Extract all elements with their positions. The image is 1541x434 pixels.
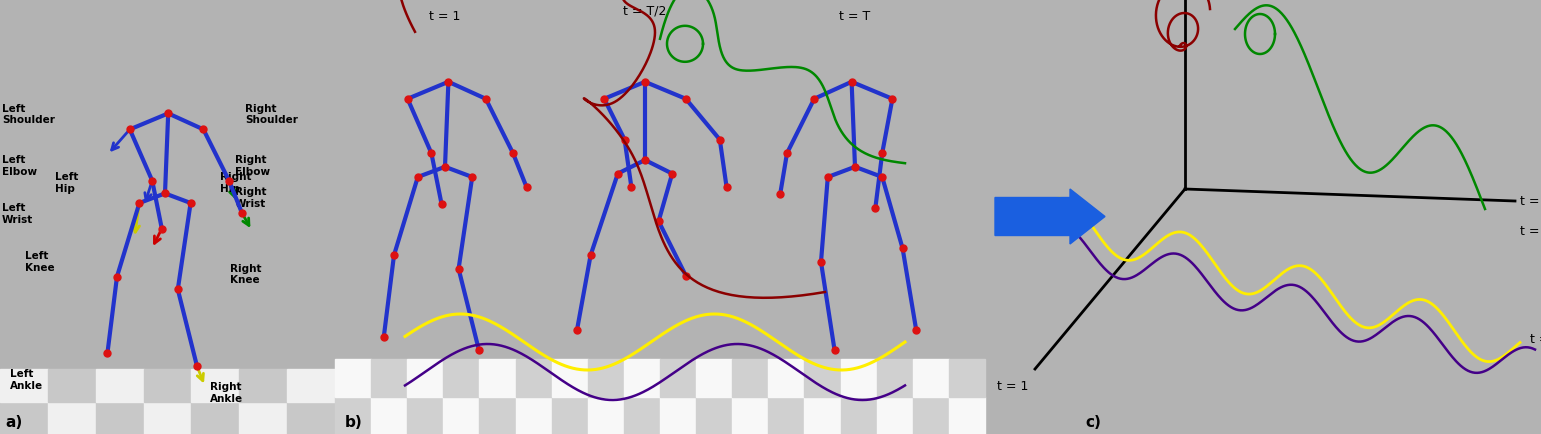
Text: Right
Ankle: Right Ankle bbox=[210, 381, 243, 403]
Text: Right
Elbow: Right Elbow bbox=[234, 155, 270, 176]
Bar bbox=[697, 359, 732, 397]
Text: t = 1: t = 1 bbox=[997, 379, 1029, 392]
Bar bbox=[479, 397, 516, 434]
Text: t = 4T: t = 4T bbox=[1530, 333, 1541, 346]
FancyArrow shape bbox=[995, 190, 1105, 244]
Bar bbox=[444, 397, 479, 434]
Bar bbox=[877, 359, 912, 397]
Bar bbox=[552, 397, 587, 434]
Bar bbox=[444, 359, 479, 397]
Bar bbox=[191, 369, 239, 401]
Text: Left
Wrist: Left Wrist bbox=[2, 203, 34, 224]
Text: Right
Hip: Right Hip bbox=[220, 172, 251, 194]
Bar bbox=[48, 401, 96, 434]
Bar bbox=[877, 397, 912, 434]
Bar bbox=[769, 359, 804, 397]
Bar bbox=[732, 359, 769, 397]
Text: c): c) bbox=[1085, 414, 1100, 429]
Bar bbox=[516, 397, 552, 434]
Bar bbox=[371, 359, 407, 397]
Bar bbox=[143, 401, 191, 434]
Bar bbox=[840, 397, 877, 434]
Bar bbox=[0, 369, 48, 401]
Text: t = T: t = T bbox=[1519, 195, 1541, 208]
Bar bbox=[96, 401, 143, 434]
Bar bbox=[912, 359, 949, 397]
Bar bbox=[96, 369, 143, 401]
Bar bbox=[552, 359, 587, 397]
Text: Left
Knee: Left Knee bbox=[25, 250, 54, 272]
Bar bbox=[48, 369, 96, 401]
Bar bbox=[479, 359, 516, 397]
Text: Right
Shoulder: Right Shoulder bbox=[245, 104, 297, 125]
Bar bbox=[407, 397, 444, 434]
Text: Left
Hip: Left Hip bbox=[55, 172, 79, 194]
Bar bbox=[516, 359, 552, 397]
Text: Right
Knee: Right Knee bbox=[230, 263, 262, 285]
Bar bbox=[334, 359, 371, 397]
Bar bbox=[912, 397, 949, 434]
Text: t = 1: t = 1 bbox=[430, 10, 461, 23]
Bar bbox=[769, 397, 804, 434]
Bar bbox=[239, 369, 287, 401]
Bar bbox=[371, 397, 407, 434]
Bar bbox=[624, 359, 660, 397]
Bar bbox=[587, 359, 624, 397]
Bar bbox=[287, 369, 334, 401]
Text: b): b) bbox=[345, 414, 362, 429]
Text: Left
Elbow: Left Elbow bbox=[2, 155, 37, 176]
Text: t = 2T: t = 2T bbox=[1519, 225, 1541, 238]
Text: t = T: t = T bbox=[840, 10, 871, 23]
Bar bbox=[624, 397, 660, 434]
Bar bbox=[732, 397, 769, 434]
Bar bbox=[239, 401, 287, 434]
Bar bbox=[804, 359, 840, 397]
Text: Left
Ankle: Left Ankle bbox=[9, 368, 43, 390]
Bar bbox=[0, 401, 48, 434]
Text: Left
Shoulder: Left Shoulder bbox=[2, 104, 55, 125]
Bar bbox=[697, 397, 732, 434]
Bar bbox=[660, 397, 697, 434]
Bar bbox=[287, 401, 334, 434]
Bar bbox=[191, 401, 239, 434]
Bar bbox=[949, 397, 985, 434]
Bar bbox=[407, 359, 444, 397]
Bar bbox=[949, 359, 985, 397]
Bar bbox=[587, 397, 624, 434]
Bar bbox=[143, 369, 191, 401]
Bar bbox=[804, 397, 840, 434]
Text: Right
Wrist: Right Wrist bbox=[234, 187, 267, 208]
Text: a): a) bbox=[5, 414, 22, 429]
Bar bbox=[334, 397, 371, 434]
Bar bbox=[840, 359, 877, 397]
Text: t = T/2: t = T/2 bbox=[623, 5, 667, 18]
Bar bbox=[660, 359, 697, 397]
